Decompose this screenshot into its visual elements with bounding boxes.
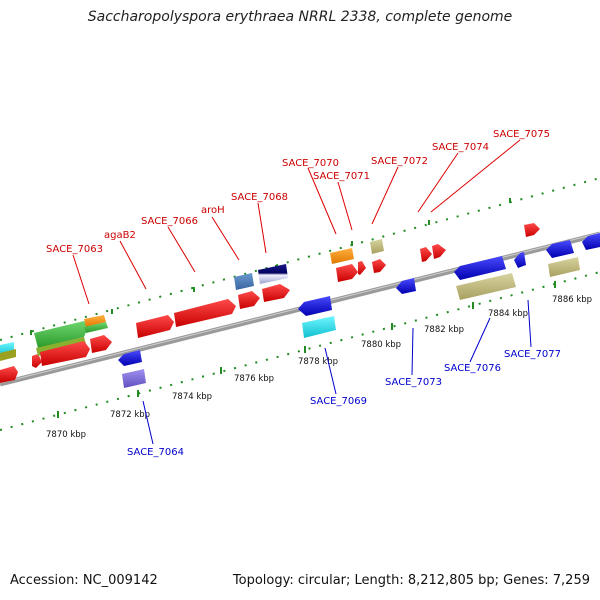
gene-label[interactable]: SACE_7076: [444, 363, 501, 374]
scale-label: 7870 kbp: [46, 430, 86, 440]
gene-arrow[interactable]: [372, 259, 386, 273]
scale-label: 7884 kbp: [488, 309, 528, 319]
gene-arrow[interactable]: [396, 278, 416, 294]
gene-arrow[interactable]: [122, 369, 146, 388]
gene-arrow[interactable]: [420, 247, 432, 262]
gene-arrow[interactable]: [330, 248, 354, 264]
gene-label[interactable]: SACE_7064: [127, 447, 184, 458]
gene-arrow[interactable]: [0, 349, 16, 361]
gene-arrow[interactable]: [262, 284, 290, 302]
gene-label[interactable]: SACE_7072: [371, 156, 428, 167]
scale-label: 7872 kbp: [110, 410, 150, 420]
gene-label[interactable]: SACE_7068: [231, 192, 288, 203]
gene-arrow[interactable]: [174, 299, 236, 327]
gene-label[interactable]: SACE_7066: [141, 216, 198, 227]
gene-arrow[interactable]: [90, 335, 112, 353]
gene-arrow[interactable]: [234, 273, 254, 290]
accession-label: Accession: NC_009142: [10, 573, 158, 588]
gene-arrow[interactable]: [524, 223, 540, 237]
forward-gene-labels: SACE_7063 agaB2 SACE_7066 aroH SACE_7068…: [46, 129, 550, 255]
gene-label[interactable]: aroH: [201, 205, 225, 216]
forward-callout-lines: [72, 139, 521, 305]
gene-arrow[interactable]: [258, 264, 288, 284]
gene-arrow[interactable]: [238, 291, 260, 309]
gene-arrow[interactable]: [432, 244, 446, 259]
scale-label: 7882 kbp: [424, 325, 464, 335]
scale-label: 7886 kbp: [552, 295, 592, 305]
gene-arrow[interactable]: [84, 315, 106, 327]
scale-labels: 7870 kbp 7872 kbp 7874 kbp 7876 kbp 7878…: [46, 295, 592, 440]
reverse-tick-track: [0, 271, 600, 431]
gene-label[interactable]: SACE_7071: [313, 171, 370, 182]
gene-label[interactable]: SACE_7075: [493, 129, 550, 140]
gene-arrow[interactable]: [548, 257, 580, 277]
gene-label[interactable]: SACE_7073: [385, 377, 442, 388]
gene-arrow[interactable]: [136, 315, 174, 338]
gene-arrow[interactable]: [336, 264, 358, 282]
gene-arrow[interactable]: [582, 233, 600, 250]
gene-arrow[interactable]: [32, 354, 42, 368]
genome-summary: Topology: circular; Length: 8,212,805 bp…: [232, 573, 590, 588]
gene-arrow[interactable]: [546, 240, 574, 258]
scale-label: 7878 kbp: [298, 357, 338, 367]
gene-arrow[interactable]: [514, 252, 526, 268]
forward-major-ticks: [30, 198, 511, 335]
gene-arrow[interactable]: [456, 273, 516, 300]
gene-label[interactable]: SACE_7069: [310, 396, 367, 407]
gene-label[interactable]: SACE_7070: [282, 158, 339, 169]
gene-arrow[interactable]: [298, 296, 332, 316]
gene-arrow[interactable]: [0, 366, 18, 383]
reverse-gene-features[interactable]: [118, 233, 600, 388]
scale-major-ticks: [57, 281, 556, 418]
gene-arrow[interactable]: [454, 256, 506, 280]
gene-arrow[interactable]: [302, 316, 336, 338]
gene-arrow[interactable]: [34, 321, 88, 348]
forward-gene-features[interactable]: [0, 223, 540, 383]
scale-label: 7876 kbp: [234, 374, 274, 384]
genome-title: Saccharopolyspora erythraea NRRL 2338, c…: [87, 9, 513, 25]
reverse-callout-lines: [142, 299, 532, 445]
gene-arrow[interactable]: [358, 261, 366, 275]
gene-label[interactable]: SACE_7077: [504, 349, 561, 360]
gene-label[interactable]: agaB2: [104, 230, 136, 241]
gene-arrow[interactable]: [370, 239, 384, 254]
gene-arrow[interactable]: [40, 341, 90, 366]
forward-tick-track: [0, 177, 600, 341]
scale-label: 7880 kbp: [361, 340, 401, 350]
gene-arrow[interactable]: [84, 322, 108, 333]
reverse-gene-labels: SACE_7064 SACE_7069 SACE_7073 SACE_7076 …: [127, 349, 561, 458]
gene-label[interactable]: SACE_7063: [46, 244, 103, 255]
scale-label: 7874 kbp: [172, 392, 212, 402]
gene-arrow[interactable]: [118, 350, 142, 366]
gene-label[interactable]: SACE_7074: [432, 142, 489, 153]
